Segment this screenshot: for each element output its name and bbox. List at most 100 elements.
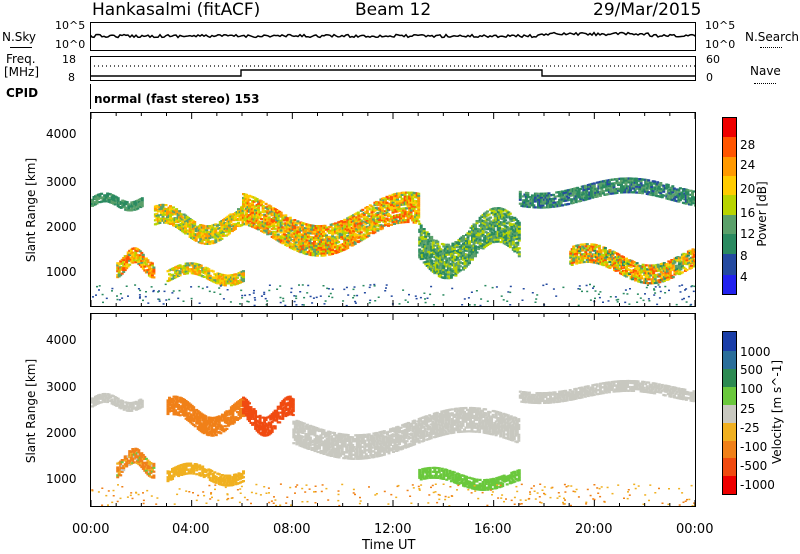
power-cell (343, 220, 347, 223)
power-cell (338, 246, 342, 249)
power-cell (686, 193, 690, 196)
power-cell (493, 234, 497, 237)
power-cell (291, 224, 295, 227)
power-cell (414, 215, 418, 218)
power-speckle (279, 285, 282, 287)
power-cell (140, 197, 144, 200)
power-cell (474, 223, 477, 226)
power-cell (611, 258, 615, 261)
power-speckle (579, 288, 581, 290)
power-speckle (644, 293, 646, 295)
velocity-cell (124, 407, 128, 410)
power-cell (136, 207, 140, 210)
power-cell (657, 185, 661, 188)
power-cell (483, 216, 487, 219)
velocity-cell (122, 406, 126, 409)
power-cell (510, 235, 514, 238)
power-speckle (165, 299, 168, 301)
power-speckle (279, 296, 282, 299)
power-cell (689, 199, 693, 202)
power-cell (264, 210, 268, 213)
power-cell (610, 192, 614, 195)
power-cell (284, 239, 288, 242)
power-cell (161, 203, 165, 206)
power-speckle (229, 301, 232, 303)
power-cell (382, 205, 386, 208)
power-cell (490, 221, 494, 224)
power-cell (305, 245, 309, 248)
power-cell (496, 218, 500, 222)
power-cell (110, 197, 114, 201)
power-cell (204, 266, 208, 269)
velocity-cell (100, 397, 104, 400)
power-cell (164, 221, 168, 224)
power-cell (632, 264, 636, 268)
power-cell (288, 222, 292, 225)
velocity-cell (190, 416, 194, 419)
velocity-cell (112, 401, 116, 404)
power-cell (640, 267, 644, 270)
power-cell (489, 242, 493, 245)
power-cell (288, 238, 292, 241)
power-cell (132, 259, 136, 262)
power-cell (399, 213, 402, 216)
power-cell (258, 215, 262, 218)
power-cell (391, 207, 395, 210)
power-cell (490, 235, 494, 238)
power-cell (313, 230, 316, 233)
power-cell (574, 201, 578, 204)
power-cell (323, 232, 327, 235)
power-cell (188, 235, 192, 238)
power-cell (507, 227, 511, 230)
power-speckle (681, 284, 684, 286)
power-speckle (432, 304, 435, 306)
power-speckle (473, 304, 476, 306)
power-speckle (268, 284, 271, 286)
power-cell (203, 229, 207, 232)
power-cell (431, 262, 435, 265)
velocity-cell (180, 407, 184, 410)
power-cell (285, 244, 289, 247)
velocity-cell (184, 409, 188, 412)
power-cell (680, 271, 684, 274)
power-cell (383, 214, 387, 217)
power-cell (233, 217, 237, 221)
power-cell (282, 241, 286, 244)
power-cell (367, 234, 371, 237)
power-cell (305, 239, 309, 242)
power-cell (359, 231, 363, 234)
power-cell (218, 238, 222, 241)
power-cell (671, 198, 675, 202)
power-cell (144, 257, 148, 260)
power-cell (285, 240, 289, 243)
power-cell (122, 266, 126, 269)
power-cell (570, 198, 574, 201)
power-cell (565, 197, 569, 200)
velocity-cell (109, 395, 113, 399)
power-speckle (206, 286, 209, 288)
power-cell (689, 189, 693, 192)
power-cell (681, 189, 685, 193)
power-cell (231, 275, 235, 279)
power-cell (290, 225, 294, 228)
power-cell (122, 264, 126, 268)
power-cell (463, 257, 467, 260)
power-cell (302, 250, 306, 253)
power-cell (498, 224, 502, 228)
power-cell (104, 200, 108, 203)
power-speckle (647, 298, 650, 300)
power-cell (264, 214, 268, 217)
power-cell (596, 252, 600, 255)
power-cell (517, 239, 521, 242)
velocity-cell (187, 412, 191, 415)
power-cell (296, 247, 300, 250)
power-cell (141, 267, 145, 270)
power-cell (692, 190, 695, 193)
power-cell (402, 217, 406, 220)
power-cell (694, 196, 695, 199)
power-cell (100, 192, 104, 195)
power-cell (552, 205, 556, 208)
power-cell (466, 236, 470, 239)
power-cell (627, 191, 631, 194)
power-cell (626, 189, 629, 192)
